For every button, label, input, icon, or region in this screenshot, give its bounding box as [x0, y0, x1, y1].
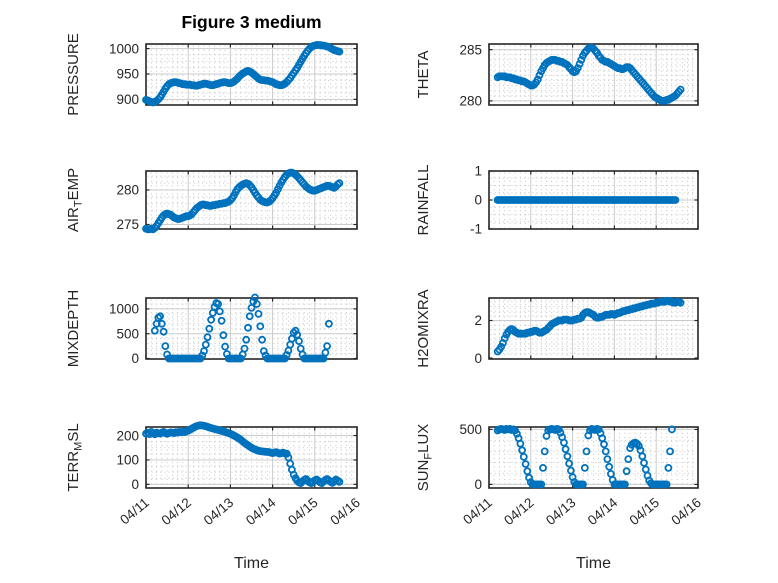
subplot-air_temp: 275 280 AIRTEMP — [65, 168, 358, 234]
subplot-sun_flux: 0 500 SUNFLUX 04/11 04/12 04/13 04/14 04/15 04/1… — [415, 422, 704, 572]
y-axis-label-terr_msl: TERRMSL — [65, 423, 85, 491]
x-tick-label: 04/14 — [243, 495, 279, 529]
major-grid — [146, 298, 357, 359]
y-axis-label-mixdepth: MIXDEPTH — [65, 290, 82, 368]
subplot-rainfall: -1 0 1 RAINFALL — [415, 164, 699, 237]
y-tick-label: 1 — [474, 164, 482, 179]
y-tick-label: 500 — [116, 326, 139, 341]
subplot-theta: 280 285 THETA — [415, 42, 699, 109]
axes-box — [145, 170, 358, 230]
y-axis-label-theta: THETA — [415, 50, 432, 98]
axes-box — [488, 43, 699, 106]
y-tick-label: 200 — [116, 428, 139, 443]
y-tick-label: 280 — [116, 183, 139, 198]
x-tick-label: 04/15 — [627, 495, 663, 528]
data-points — [150, 293, 333, 363]
x-tick-label: 04/12 — [501, 495, 537, 528]
y-tick-label: 280 — [459, 94, 482, 109]
minor-grid — [490, 172, 697, 228]
y-axis-label-air_temp: AIRTEMP — [65, 168, 85, 232]
tick-marks — [145, 427, 358, 488]
y-tick-label: 275 — [116, 217, 139, 232]
y-tick-label: -1 — [470, 222, 482, 237]
minor-grid — [490, 299, 697, 358]
figure-title: Figure 3 medium — [181, 12, 322, 32]
x-axis-label: Time — [576, 555, 611, 572]
subplot-mixdepth: 0 500 1000 MIXDEPTH — [65, 290, 358, 368]
axes-box — [145, 426, 358, 489]
x-tick-label: 04/12 — [159, 495, 195, 528]
subplot-terr_msl: 0 100 200 TERRMSL 04/11 04/12 04/13 04/14 04/15 0… — [65, 421, 363, 572]
data-points — [142, 168, 344, 234]
y-tick-label: 0 — [131, 351, 139, 366]
data-points — [142, 41, 344, 107]
y-tick-label: 900 — [116, 92, 139, 107]
y-tick-label: 950 — [116, 67, 139, 82]
tick-marks — [488, 44, 699, 105]
x-tick-label: 04/13 — [201, 495, 237, 528]
major-grid — [489, 298, 698, 359]
x-tick-label: 04/15 — [285, 495, 321, 528]
y-tick-label: 100 — [116, 453, 139, 468]
axes-box — [488, 297, 699, 360]
y-axis-label-h2omixra: H2OMIXRA — [415, 289, 432, 367]
x-tick-label: 04/16 — [327, 495, 363, 528]
x-tick-label: 04/14 — [585, 495, 621, 529]
y-axis-label-sun_flux: SUNFLUX — [415, 424, 435, 492]
y-axis-label-pressure: PRESSURE — [65, 33, 82, 116]
y-tick-label: 1000 — [109, 302, 139, 317]
x-tick-label: 04/11 — [117, 495, 152, 528]
data-points — [493, 296, 685, 356]
data-points — [493, 43, 685, 105]
y-tick-label: 0 — [474, 351, 482, 366]
data-points — [493, 196, 680, 204]
y-axis-label-rainfall: RAINFALL — [415, 165, 432, 236]
tick-marks — [488, 298, 699, 359]
y-tick-label: 1000 — [109, 41, 139, 56]
y-tick-label: 0 — [131, 477, 139, 492]
x-axis-label: Time — [234, 555, 269, 572]
subplot-h2omixra: 0 2 H2OMIXRA — [415, 289, 699, 368]
subplot-pressure: 900 950 1000 PRESSURE — [65, 33, 358, 116]
y-tick-label: 500 — [459, 422, 482, 437]
x-tick-label: 04/16 — [668, 495, 704, 528]
data-points — [142, 421, 344, 488]
x-tick-label: 04/13 — [543, 495, 579, 528]
y-tick-label: 285 — [459, 42, 482, 57]
tick-marks — [488, 170, 699, 230]
x-tick-label: 04/11 — [460, 495, 495, 528]
y-tick-label: 0 — [474, 193, 482, 208]
y-tick-label: 2 — [474, 313, 482, 328]
y-tick-label: 0 — [474, 477, 482, 492]
data-points — [493, 424, 676, 489]
